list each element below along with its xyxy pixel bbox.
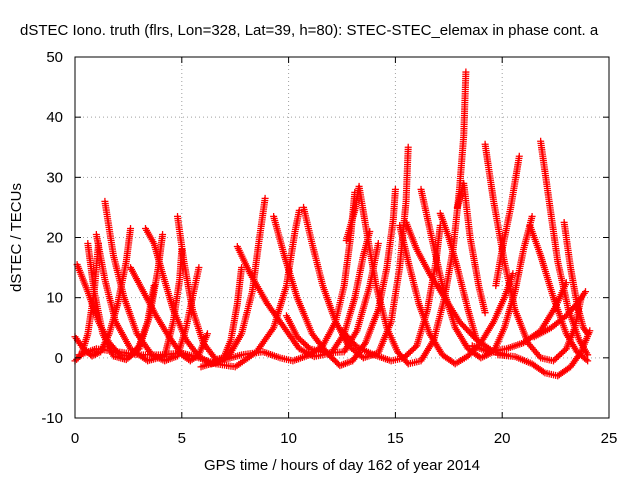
data-point [584, 357, 592, 365]
data-point [584, 330, 592, 338]
series-12 [233, 227, 374, 361]
data-point [408, 346, 416, 354]
data-point [304, 343, 312, 351]
data-point [295, 206, 303, 214]
x-axis-label: GPS time / hours of day 162 of year 2014 [204, 457, 480, 474]
x-tick-label: 10 [280, 430, 297, 447]
data-point [556, 351, 564, 359]
data-point [301, 340, 309, 348]
data-point [296, 336, 304, 344]
series-30 [530, 288, 590, 341]
data-point [404, 143, 412, 151]
x-tick-label: 20 [494, 430, 511, 447]
data-point [127, 224, 135, 232]
data-point [539, 368, 547, 376]
data-point [293, 333, 301, 341]
series-22 [453, 179, 489, 317]
data-point [549, 357, 557, 365]
data-point [406, 348, 414, 356]
data-point [203, 330, 211, 338]
data-point [195, 264, 203, 272]
data-point [559, 348, 567, 356]
x-tick-label: 25 [601, 430, 618, 447]
series-27 [494, 327, 594, 380]
y-tick-label: 30 [46, 169, 63, 186]
data-point [492, 282, 500, 290]
data-point [298, 337, 306, 345]
data-point [528, 212, 536, 220]
data-point [405, 349, 413, 357]
y-axis-label: dSTEC / TECUs [8, 183, 25, 292]
data-point [462, 68, 470, 76]
y-tick-label: 50 [46, 49, 63, 66]
tick-group: 0 5 10 15 20 25 -10 0 10 20 30 40 50 [41, 49, 617, 447]
data-point [582, 288, 590, 296]
y-tick-label: 20 [46, 230, 63, 247]
data-point [73, 355, 81, 363]
data-point [473, 336, 481, 344]
series-group [71, 68, 594, 380]
data-point [584, 351, 592, 359]
x-tick-label: 15 [387, 430, 404, 447]
data-point [300, 339, 308, 347]
series-24 [492, 152, 523, 290]
series-13 [270, 185, 399, 370]
data-point [551, 355, 559, 363]
y-tick-label: 0 [55, 350, 63, 367]
data-point [582, 356, 590, 364]
series-28 [526, 221, 592, 365]
x-tick-label: 0 [71, 430, 79, 447]
data-point [159, 230, 167, 238]
data-point [557, 349, 565, 357]
data-point [295, 334, 303, 342]
series-21 [436, 209, 481, 344]
data-point [411, 343, 419, 351]
data-point [391, 185, 399, 193]
data-point [403, 351, 411, 359]
chart-title: dSTEC Iono. truth (flrs, Lon=328, Lat=39… [20, 22, 599, 39]
series-11 [197, 188, 359, 371]
y-tick-label: 10 [46, 290, 63, 307]
data-point [261, 194, 269, 202]
data-point [303, 342, 311, 350]
data-point [553, 354, 561, 362]
data-point [554, 352, 562, 360]
data-point [583, 328, 591, 336]
x-tick-label: 5 [178, 430, 186, 447]
data-point [374, 240, 382, 248]
series-20 [417, 185, 536, 362]
data-point [360, 340, 368, 348]
data-point [562, 279, 570, 287]
data-point [481, 309, 489, 317]
y-tick-label: 40 [46, 109, 63, 126]
data-point [410, 345, 418, 353]
data-point [535, 352, 543, 360]
y-tick-label: -10 [41, 410, 63, 427]
series-8 [141, 224, 246, 368]
